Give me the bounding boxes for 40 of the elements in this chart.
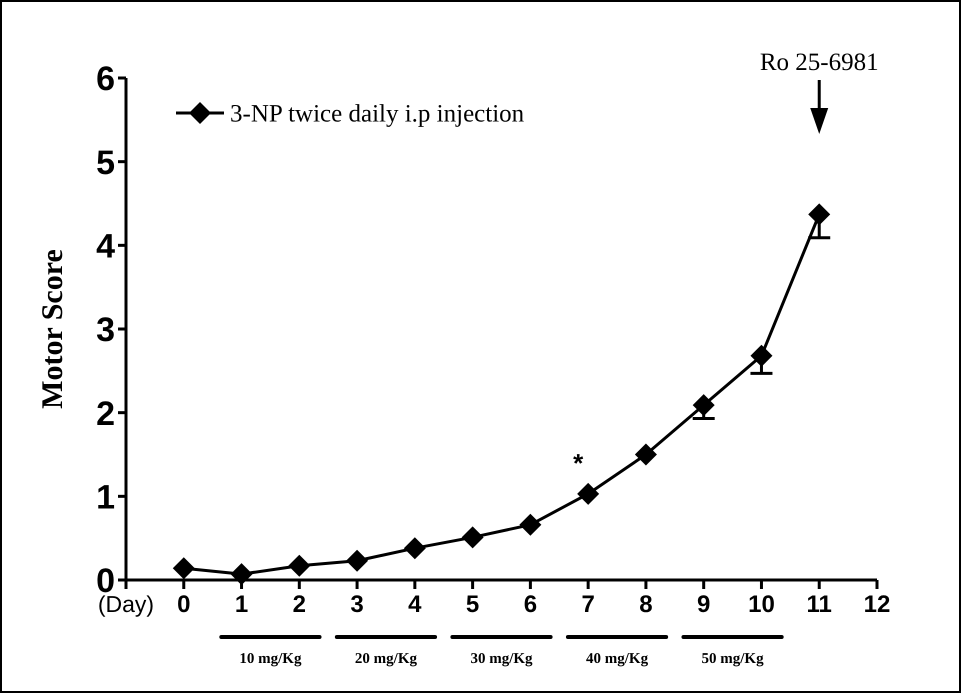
- point: [750, 344, 772, 367]
- text: 20 mg/Kg: [354, 651, 418, 667]
- y-tick-label: 4: [96, 228, 116, 266]
- x-tick-label: 9: [697, 591, 710, 618]
- y-tick-label: 5: [96, 144, 115, 182]
- x-tick-label: 2: [292, 591, 306, 618]
- x-tick-label: 8: [639, 591, 653, 618]
- x-tick-label: 1: [234, 591, 248, 618]
- point: [346, 550, 368, 572]
- x-tick-label: 10: [748, 591, 775, 618]
- x-tick-label: 0: [177, 591, 190, 618]
- legend-label: 3-NP twice daily i.p injection: [230, 100, 525, 128]
- y-axis-title: Motor Score: [36, 249, 69, 409]
- point: [634, 444, 657, 466]
- point: [172, 557, 195, 580]
- point: [288, 554, 310, 577]
- point: [519, 514, 542, 536]
- x-tick-label: 7: [581, 591, 595, 618]
- point: [462, 526, 484, 548]
- point: [808, 203, 830, 226]
- text: 40 mg/Kg: [586, 651, 649, 667]
- text: Ro 25-6981: [760, 49, 879, 76]
- y-tick-label: 1: [96, 478, 115, 517]
- point: [577, 482, 600, 505]
- text: 30 mg/Kg: [470, 651, 534, 667]
- text: 10 mg/Kg: [239, 651, 302, 667]
- y-tick-label: 6: [96, 60, 115, 98]
- y-tick-label: 2: [96, 394, 115, 433]
- text: 50 mg/Kg: [702, 651, 764, 667]
- x-tick-label: 4: [408, 591, 422, 618]
- point: [230, 563, 253, 586]
- x-tick-label: 3: [350, 591, 364, 618]
- x-tick-label: 5: [466, 591, 480, 618]
- y-tick-label: 3: [96, 311, 115, 350]
- point: [404, 537, 426, 560]
- x-tick-label: 6: [524, 591, 538, 618]
- point: [692, 394, 715, 416]
- annotation: *: [573, 448, 584, 478]
- x-tick-label: 11: [806, 591, 832, 618]
- x-tick-label: 12: [864, 591, 890, 618]
